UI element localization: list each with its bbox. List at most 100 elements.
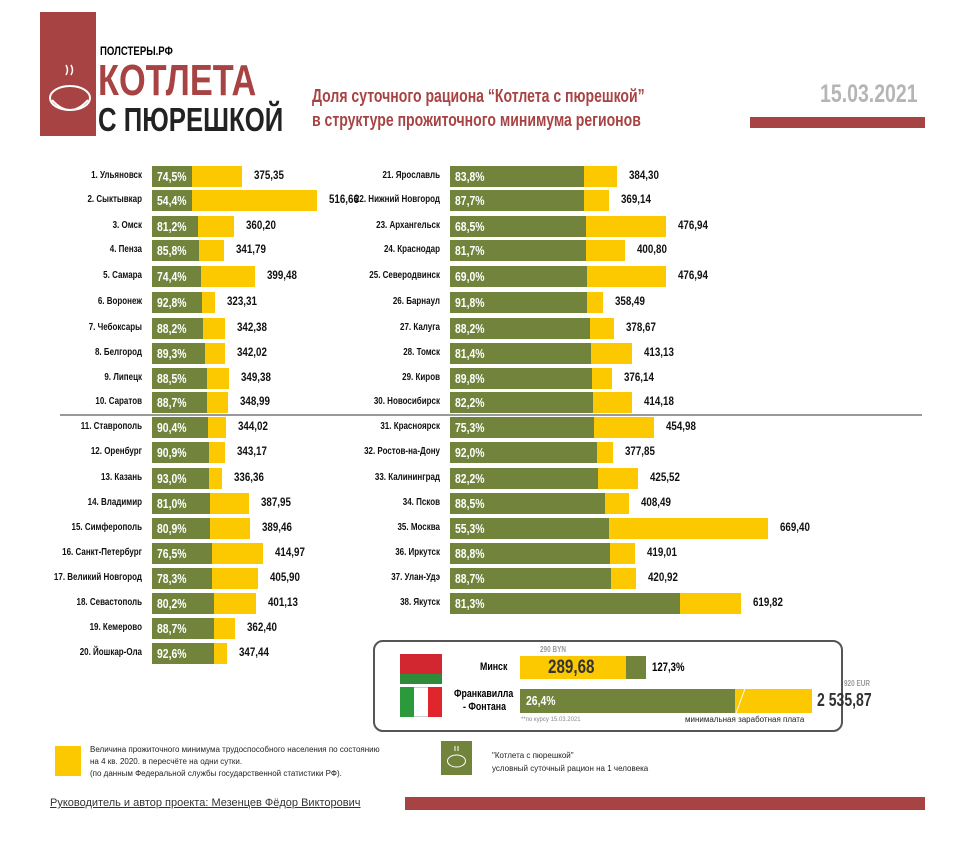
region-label: 12. Оренбург <box>90 446 142 457</box>
value-label: 378,67 <box>625 322 656 334</box>
value-label: 348,99 <box>240 396 271 408</box>
region-label: 7. Чебоксары <box>88 322 142 333</box>
share-label: 90,9% <box>157 445 187 460</box>
share-label: 88,7% <box>157 395 187 410</box>
region-label: 33. Калининград <box>374 472 440 483</box>
region-label: 18. Севастополь <box>76 597 143 608</box>
region-label: 24. Краснодар <box>383 244 440 255</box>
bar-share <box>152 166 192 187</box>
minsk-bar-yellow <box>520 656 626 679</box>
foreign-comparison-box <box>373 640 843 732</box>
share-label: 89,3% <box>157 346 187 361</box>
bar-share <box>152 593 214 614</box>
value-label: 343,17 <box>237 446 268 458</box>
bar-share <box>450 593 680 614</box>
bar-share <box>450 417 595 438</box>
region-label: 35. Москва <box>397 522 440 533</box>
bar-share <box>450 493 605 514</box>
value-label: 341,79 <box>236 244 267 256</box>
value-label: 408,49 <box>641 497 672 509</box>
region-label: 34. Псков <box>402 497 440 508</box>
legend-green-line1: "Котлета с пюрешкой" <box>492 751 574 760</box>
region-label: 37. Улан-Удэ <box>391 572 440 583</box>
region-label: 38. Якутск <box>400 597 440 608</box>
share-label: 87,7% <box>455 193 485 208</box>
bar-share <box>450 240 587 261</box>
share-label: 88,5% <box>157 371 187 386</box>
legend-yellow-text: Величина прожиточного минимума трудоспос… <box>90 744 380 780</box>
value-label: 420,92 <box>647 572 678 584</box>
value-label: 344,02 <box>237 421 268 433</box>
share-label: 81,3% <box>455 596 485 611</box>
value-label: 669,40 <box>779 522 810 534</box>
region-label: 22. Нижний Новгород <box>354 194 440 205</box>
value-label: 369,14 <box>620 194 651 206</box>
share-label: 82,2% <box>455 471 485 486</box>
value-label: 516,66 <box>329 194 360 206</box>
legend-green-swatch <box>441 741 472 775</box>
share-label: 76,5% <box>157 546 187 561</box>
share-label: 68,5% <box>455 219 485 234</box>
share-label: 81,4% <box>455 346 485 361</box>
share-label: 88,8% <box>455 546 485 561</box>
share-label: 54,4% <box>157 193 187 208</box>
value-label: 399,48 <box>267 270 297 282</box>
value-label: 377,85 <box>625 446 656 458</box>
bar-share <box>152 543 212 564</box>
dish-icon <box>49 64 91 111</box>
italy-pct: 26,4% <box>526 693 556 708</box>
bar-share <box>152 468 210 489</box>
region-label: 1. Ульяновск <box>91 170 142 181</box>
bar-share <box>152 190 193 211</box>
footer-author: Руководитель и автор проекта: Мезенцев Ф… <box>50 797 361 809</box>
bar-share <box>152 368 208 389</box>
rate-note: **по курсу 15.03.2021 <box>521 717 581 723</box>
legend-yellow-line1: Величина прожиточного минимума трудоспос… <box>90 745 380 754</box>
region-label: 9. Липецк <box>104 372 142 383</box>
value-label: 360,20 <box>246 220 277 232</box>
brand-site: ПОЛСТЕРЫ.РФ <box>100 44 173 58</box>
value-label: 401,13 <box>267 597 298 609</box>
bar-share <box>152 266 201 287</box>
share-label: 55,3% <box>455 521 485 536</box>
minsk-bar-green <box>626 656 646 679</box>
bar-share <box>450 568 611 589</box>
region-label: 31. Красноярск <box>380 421 440 432</box>
italy-flag-icon <box>400 687 442 717</box>
region-label: 5. Самара <box>103 270 142 281</box>
logo-line2: С ПЮРЕШКОЙ <box>98 101 284 138</box>
value-label: 425,52 <box>650 472 681 484</box>
value-label: 387,95 <box>260 497 291 509</box>
share-label: 92,8% <box>157 295 187 310</box>
share-label: 93,0% <box>157 471 187 486</box>
bar-share <box>152 643 214 664</box>
bar-share <box>152 343 206 364</box>
region-label: 30. Новосибирск <box>373 396 440 407</box>
region-label: 25. Северодвинск <box>369 270 440 281</box>
minsk-pct: 127,3% <box>652 660 685 674</box>
bar-share <box>450 318 590 339</box>
share-label: 88,7% <box>455 571 485 586</box>
value-label: 336,36 <box>233 472 264 484</box>
italy-label-2: - Фонтана <box>463 701 506 713</box>
bar-share <box>152 240 199 261</box>
title-line2: в структуре прожиточного минимума регион… <box>312 110 641 130</box>
bar-share <box>450 216 587 237</box>
italy-label-1: Франкавилла <box>454 688 514 700</box>
share-label: 80,2% <box>157 596 187 611</box>
bar-share <box>450 190 585 211</box>
bar-share <box>152 318 204 339</box>
bar-share <box>152 568 212 589</box>
region-label: 2. Сыктывкар <box>87 194 142 205</box>
minsk-value: 289,68 <box>548 657 595 678</box>
region-label: 10. Саратов <box>95 396 142 407</box>
value-label: 376,14 <box>624 372 655 384</box>
share-label: 74,5% <box>157 169 187 184</box>
logo-red-block <box>40 12 96 136</box>
bar-share <box>450 343 592 364</box>
share-label: 80,9% <box>157 521 187 536</box>
value-label: 389,46 <box>261 522 292 534</box>
value-label: 414,18 <box>644 396 675 408</box>
bar-share <box>450 392 594 413</box>
